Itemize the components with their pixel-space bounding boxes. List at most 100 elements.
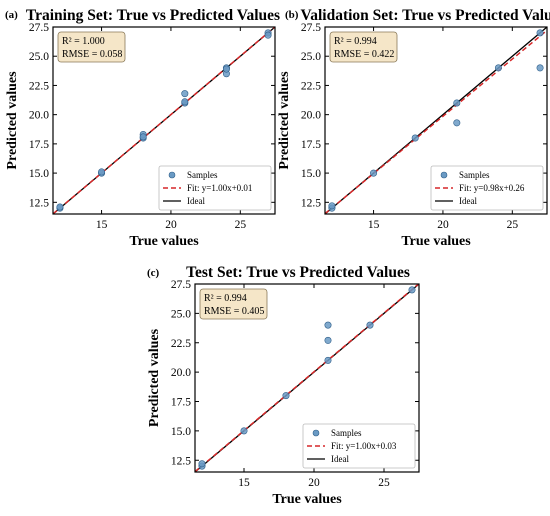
chart-title: Training Set: True vs Predicted Values xyxy=(26,7,280,24)
sample-point xyxy=(453,99,461,107)
sample-point xyxy=(324,356,332,364)
sample-point xyxy=(198,460,206,468)
y-tick-label: 15.0 xyxy=(171,426,191,438)
x-tick-label: 20 xyxy=(165,219,177,231)
y-tick-label: 22.5 xyxy=(301,80,321,92)
legend-label-samples: Samples xyxy=(459,170,490,180)
x-tick-label: 15 xyxy=(96,219,108,231)
sample-point xyxy=(408,286,416,294)
chart-panel-3: (c) Test Set: True vs Predicted Values 15 2… xyxy=(147,264,420,507)
sample-point xyxy=(139,133,147,141)
y-tick-label: 20.0 xyxy=(29,110,49,122)
legend-label-samples: Samples xyxy=(331,428,362,438)
y-axis-label: Predicted values xyxy=(147,328,162,427)
r2-stat: R² = 0.994 xyxy=(204,293,247,304)
sample-point xyxy=(370,169,378,177)
chart-title: Validation Set: True vs Predicted Values xyxy=(300,7,550,24)
x-tick-label: 25 xyxy=(507,219,519,231)
stats-box xyxy=(199,288,268,320)
legend-marker-samples xyxy=(312,429,320,437)
y-tick-label: 17.5 xyxy=(29,139,49,151)
fit-line xyxy=(53,27,275,214)
rmse-stat: RMSE = 0.422 xyxy=(334,49,394,60)
plot-frame xyxy=(194,283,420,473)
sample-point xyxy=(328,202,336,210)
fit-line xyxy=(195,284,419,472)
legend-label-ideal: Ideal xyxy=(331,454,349,464)
r2-stat: R² = 1.000 xyxy=(62,36,105,47)
chart-panel-1: (a) Training Set: True vs Predicted Value… xyxy=(5,7,280,249)
sample-point xyxy=(366,321,374,329)
y-tick-label: 22.5 xyxy=(29,80,49,92)
y-tick-label: 17.5 xyxy=(171,397,191,409)
sample-point xyxy=(494,64,502,72)
y-tick-label: 20.0 xyxy=(301,110,321,122)
sample-point xyxy=(181,90,189,98)
legend-box xyxy=(158,165,272,211)
sample-point xyxy=(282,392,290,400)
r2-stat: R² = 0.994 xyxy=(334,36,377,47)
legend-label-ideal: Ideal xyxy=(187,196,205,206)
legend-label-samples: Samples xyxy=(187,170,218,180)
sample-point xyxy=(324,321,332,329)
panel-label: (a) xyxy=(5,9,18,21)
x-tick-label: 20 xyxy=(437,219,449,231)
sample-point xyxy=(536,64,544,72)
x-axis-label: True values xyxy=(129,234,199,249)
legend-label-fit: Fit: y=1.00x+0.03 xyxy=(331,441,397,451)
y-tick-label: 17.5 xyxy=(301,139,321,151)
sample-point xyxy=(536,29,544,37)
x-axis-label: True values xyxy=(272,492,342,507)
plot-frame xyxy=(52,26,276,215)
legend-label-fit: Fit: y=0.98x+0.26 xyxy=(459,183,525,193)
legend: Samples Fit: y=1.00x+0.03 Ideal xyxy=(302,423,416,469)
chart-panel-2: (b) Validation Set: True vs Predicted Val… xyxy=(277,7,550,249)
sample-point xyxy=(98,168,106,176)
legend-box xyxy=(430,165,544,211)
x-tick-label: 20 xyxy=(308,477,320,489)
sample-point xyxy=(324,336,332,344)
legend-marker-samples xyxy=(168,171,176,179)
y-tick-label: 12.5 xyxy=(171,455,191,467)
panel-label: (b) xyxy=(285,9,299,21)
y-tick-label: 22.5 xyxy=(171,338,191,350)
legend: Samples Fit: y=0.98x+0.26 Ideal xyxy=(430,165,544,211)
y-tick-label: 15.0 xyxy=(301,168,321,180)
legend: Samples Fit: y=1.00x+0.01 Ideal xyxy=(158,165,272,211)
sample-point xyxy=(240,427,248,435)
y-tick-label: 15.0 xyxy=(29,168,49,180)
legend-label-ideal: Ideal xyxy=(459,196,477,206)
sample-point xyxy=(411,134,419,142)
y-axis-label: Predicted values xyxy=(277,71,292,170)
legend-marker-samples xyxy=(440,171,448,179)
y-tick-label: 20.0 xyxy=(171,367,191,379)
stats-box xyxy=(57,31,126,63)
panel-label: (c) xyxy=(147,267,160,279)
y-tick-label: 12.5 xyxy=(301,197,321,209)
stats-box xyxy=(329,31,398,63)
sample-point xyxy=(264,31,272,39)
y-tick-label: 27.5 xyxy=(29,22,49,34)
y-tick-label: 27.5 xyxy=(171,279,191,291)
y-tick-label: 25.0 xyxy=(301,51,321,63)
y-tick-label: 27.5 xyxy=(301,22,321,34)
x-axis-label: True values xyxy=(401,234,471,249)
x-tick-label: 25 xyxy=(378,477,390,489)
y-tick-label: 25.0 xyxy=(171,308,191,320)
y-tick-label: 25.0 xyxy=(29,51,49,63)
rmse-stat: RMSE = 0.058 xyxy=(62,49,122,60)
x-tick-label: 15 xyxy=(368,219,380,231)
y-tick-label: 12.5 xyxy=(29,197,49,209)
rmse-stat: RMSE = 0.405 xyxy=(204,306,264,317)
sample-point xyxy=(56,203,64,211)
x-tick-label: 15 xyxy=(238,477,250,489)
legend-box xyxy=(302,423,416,469)
legend-label-fit: Fit: y=1.00x+0.01 xyxy=(187,183,252,193)
y-axis-label: Predicted values xyxy=(5,71,20,170)
sample-point xyxy=(181,98,189,106)
sample-point xyxy=(222,65,230,73)
plot-frame xyxy=(324,26,548,215)
chart-title: Test Set: True vs Predicted Values xyxy=(186,264,410,281)
x-tick-label: 25 xyxy=(235,219,247,231)
